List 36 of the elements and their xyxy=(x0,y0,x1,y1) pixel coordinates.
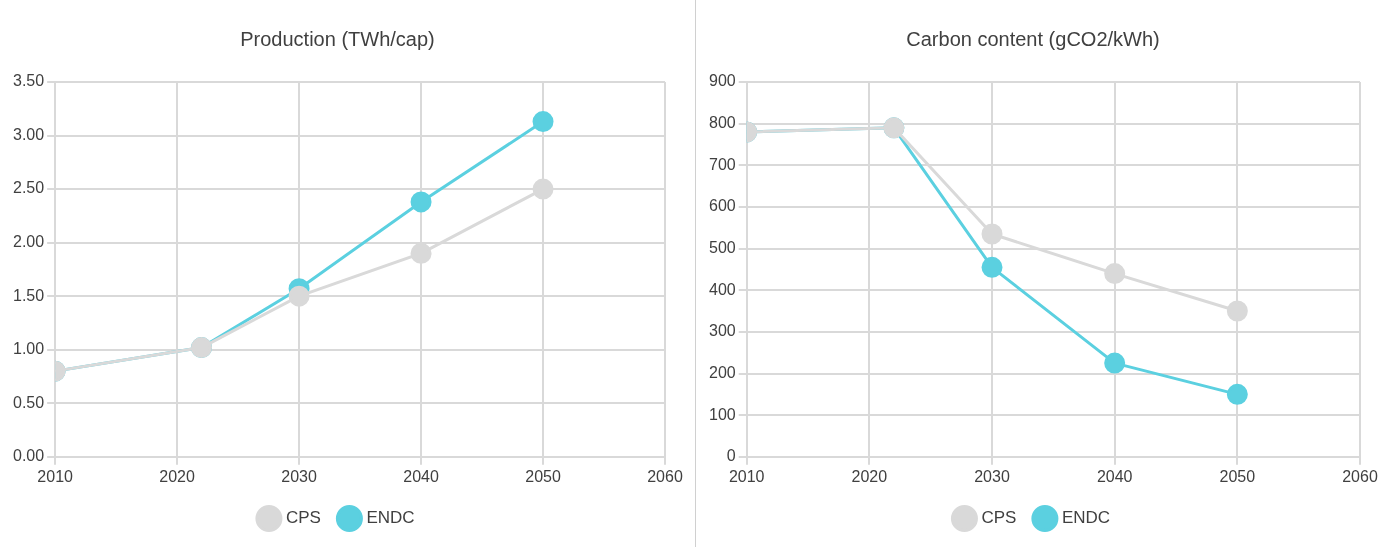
x-tick-label: 2030 xyxy=(281,467,317,485)
chart-title: Production (TWh/cap) xyxy=(240,27,435,50)
y-tick-label: 0.00 xyxy=(13,447,45,465)
x-tick-label: 2020 xyxy=(159,467,196,485)
y-tick-label: 2.00 xyxy=(13,233,45,251)
x-tick-label: 2020 xyxy=(851,467,888,485)
x-tick-label: 2050 xyxy=(1219,467,1256,485)
y-tick-label: 500 xyxy=(708,238,736,256)
x-tick-label: 2040 xyxy=(1096,467,1133,485)
y-tick-label: 100 xyxy=(708,405,736,423)
y-tick-label: 800 xyxy=(708,114,736,132)
y-tick-label: 700 xyxy=(708,155,736,173)
y-tick-label: 2.50 xyxy=(13,179,45,197)
legend-label: CPS xyxy=(285,508,321,528)
chart-title: Carbon content (gCO2/kWh) xyxy=(906,27,1160,50)
x-tick-label: 2040 xyxy=(403,467,439,485)
x-tick-label: 2030 xyxy=(974,467,1010,485)
y-tick-label: 900 xyxy=(708,72,736,90)
y-tick-label: 1.00 xyxy=(13,340,45,358)
x-tick-label: 2010 xyxy=(37,467,74,485)
x-tick-label: 2050 xyxy=(525,467,561,485)
y-tick-label: 400 xyxy=(708,280,736,298)
y-tick-label: 600 xyxy=(708,197,736,215)
y-tick-label: 3.00 xyxy=(13,125,45,143)
legend-label: ENDC xyxy=(366,508,415,528)
y-tick-label: 0 xyxy=(726,447,736,465)
y-tick-label: 200 xyxy=(708,363,736,381)
x-tick-label: 2060 xyxy=(1342,467,1378,485)
legend-label: CPS xyxy=(981,508,1017,528)
y-tick-label: 0.50 xyxy=(13,393,45,411)
y-tick-label: 300 xyxy=(708,322,736,340)
x-tick-label: 2060 xyxy=(647,467,683,485)
x-tick-label: 2010 xyxy=(728,467,765,485)
y-tick-label: 1.50 xyxy=(13,286,45,304)
y-tick-label: 3.50 xyxy=(13,72,45,90)
legend-label: ENDC xyxy=(1061,508,1111,528)
